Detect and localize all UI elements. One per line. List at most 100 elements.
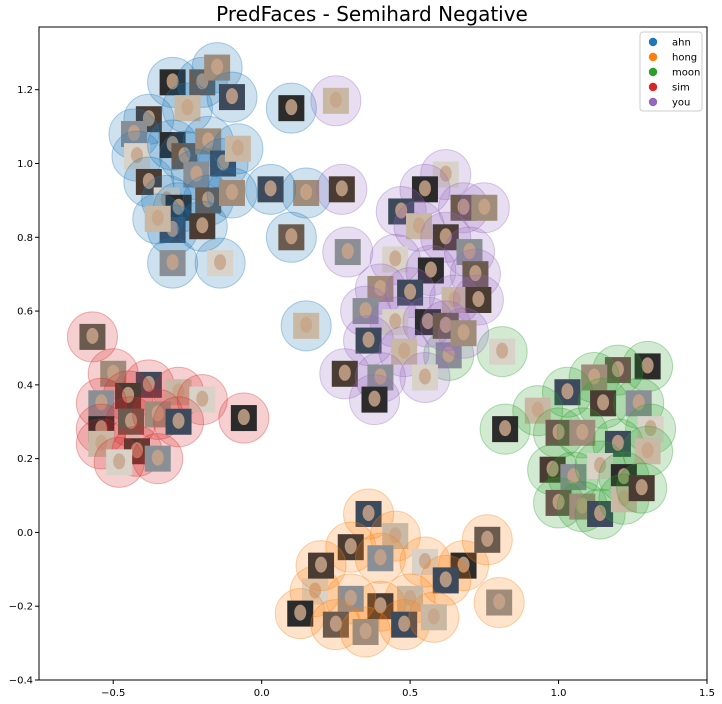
point-you: [319, 348, 371, 400]
point-you: [458, 182, 510, 234]
face-shape: [196, 390, 209, 407]
point-you: [393, 200, 445, 252]
legend-marker-moon: [648, 67, 658, 77]
face-shape: [594, 504, 607, 521]
point-hong: [325, 521, 377, 573]
face-shape: [151, 405, 164, 422]
face-shape: [398, 615, 411, 632]
face-shape: [478, 198, 491, 215]
face-shape: [225, 184, 238, 201]
face-shape: [421, 313, 434, 330]
face-shape: [644, 420, 657, 437]
face-shape: [389, 313, 402, 330]
face-shape: [125, 412, 138, 429]
point-sim: [105, 396, 157, 448]
face-shape: [641, 442, 654, 459]
face-shape: [190, 165, 203, 182]
face-shape: [142, 172, 155, 189]
x-tick-label: −0.5: [101, 688, 125, 699]
point-hong: [420, 554, 472, 606]
face-shape: [546, 460, 559, 477]
face-shape: [439, 571, 452, 588]
face-shape: [576, 497, 589, 514]
point-moon: [613, 377, 665, 429]
point-moon: [577, 377, 629, 429]
point-ahn: [265, 211, 317, 263]
face-shape: [463, 243, 476, 260]
face-shape: [344, 589, 357, 606]
face-shape: [481, 530, 494, 547]
face-shape: [611, 434, 624, 451]
face-shape: [611, 361, 624, 378]
point-moon: [616, 462, 668, 514]
face-shape: [418, 552, 431, 569]
face-shape: [362, 331, 375, 348]
x-tick-label: 0.5: [402, 688, 418, 699]
point-ahn: [161, 82, 213, 134]
face-shape: [122, 386, 135, 403]
point-you: [316, 163, 368, 215]
face-shape: [151, 449, 164, 466]
point-sim: [93, 436, 145, 488]
face-shape: [285, 228, 298, 245]
face-shape: [404, 589, 417, 606]
face-shape: [329, 615, 342, 632]
face-shape: [469, 265, 482, 282]
point-ahn: [212, 123, 264, 175]
face-shape: [576, 423, 589, 440]
axis-ticks: −0.5 0.0 0.5 1.0 1.5 −0.4 −0.2 0.0 0.2 0.4 0.6 0.8 1…: [9, 85, 715, 699]
point-hong: [354, 532, 406, 584]
face-shape: [181, 99, 194, 116]
face-shape: [211, 58, 224, 75]
face-shape: [107, 364, 120, 381]
point-ahn: [206, 71, 258, 123]
face-shape: [315, 556, 328, 573]
point-hong: [274, 588, 326, 640]
legend-label-hong: hong: [672, 53, 697, 64]
face-shape: [424, 261, 437, 278]
face-shape: [531, 401, 544, 418]
point-you: [348, 374, 400, 426]
point-you: [438, 307, 490, 359]
face-shape: [374, 279, 387, 296]
face-shape: [309, 582, 322, 599]
point-ahn: [280, 300, 332, 352]
face-shape: [86, 327, 99, 344]
face-shape: [641, 357, 654, 374]
face-shape: [300, 316, 313, 333]
point-ahn: [245, 163, 297, 215]
face-shape: [617, 468, 630, 485]
point-moon: [476, 326, 528, 378]
point-hong: [343, 488, 395, 540]
face-shape: [113, 453, 126, 470]
face-shape: [439, 316, 452, 333]
face-shape: [335, 180, 348, 197]
point-moon: [479, 403, 531, 455]
face-shape: [418, 180, 431, 197]
face-shape: [294, 604, 307, 621]
point-hong: [378, 599, 430, 651]
x-tick-label: 1.5: [699, 688, 715, 699]
points-layer: [66, 42, 677, 658]
point-you: [384, 267, 436, 319]
y-tick-label: 0.6: [17, 307, 33, 318]
face-shape: [374, 597, 387, 614]
face-shape: [237, 409, 250, 426]
legend-label-moon: moon: [672, 68, 700, 79]
face-shape: [439, 228, 452, 245]
face-shape: [442, 346, 455, 363]
point-sim: [132, 433, 184, 485]
point-sim: [75, 377, 127, 429]
legend: ahn hong moon sim you: [639, 31, 703, 112]
face-shape: [166, 73, 179, 90]
point-you: [369, 296, 421, 348]
face-shape: [359, 302, 372, 319]
point-you: [310, 75, 362, 127]
point-moon: [541, 366, 593, 418]
face-shape: [128, 124, 141, 141]
face-shape: [166, 254, 179, 271]
face-shape: [427, 608, 440, 625]
face-shape: [552, 423, 565, 440]
face-shape: [172, 412, 185, 429]
